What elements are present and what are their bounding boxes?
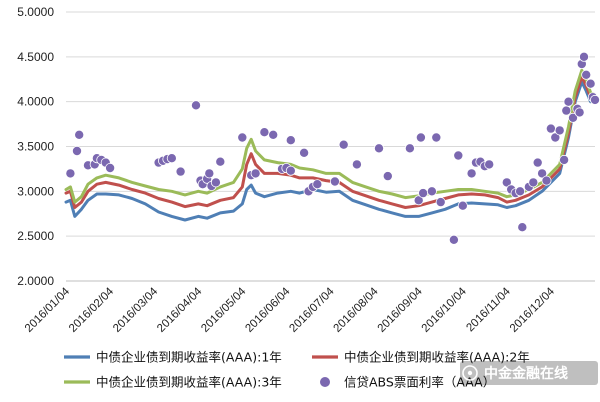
- scatter-point: [537, 168, 548, 179]
- legend-label: 信贷ABS票面利率（AAA）: [344, 375, 495, 390]
- scatter-point: [166, 153, 177, 164]
- scatter-point: [74, 129, 85, 140]
- legend-swatch: [320, 377, 330, 387]
- x-tick-label: 2016/06/04: [243, 285, 293, 335]
- x-tick-label: 2016/08/04: [332, 285, 382, 335]
- x-tick-label: 2016/10/04: [420, 285, 470, 335]
- scatter-point: [457, 200, 468, 211]
- scatter-point: [585, 78, 596, 89]
- watermark-backdrop: [460, 361, 598, 385]
- scatter-point: [532, 157, 543, 168]
- scatter-point: [190, 100, 201, 111]
- legend-label: 中债企业债到期收益率(AAA):2年: [344, 350, 530, 365]
- legend-label: 中债企业债到期收益率(AAA):3年: [96, 375, 282, 390]
- scatter-point: [568, 112, 579, 123]
- scatter-point: [215, 156, 226, 167]
- gridlines: [66, 11, 595, 237]
- scatter-point: [312, 179, 323, 190]
- scatter-point: [541, 175, 552, 186]
- scatter-point: [105, 162, 116, 173]
- y-axis-ticks: 2.0000 2.5000 3.0000 3.5000 4.0000 4.5000 5.00…: [17, 5, 54, 288]
- legend-item-1: 中债企业债到期收益率(AAA):1年: [64, 350, 282, 365]
- scatter-point: [561, 105, 572, 116]
- scatter-point: [517, 222, 528, 233]
- y-tick-label: 4.0000: [17, 95, 54, 109]
- scatter-point: [382, 171, 393, 182]
- scatter-points: [65, 51, 600, 245]
- scatter-point: [404, 143, 415, 154]
- scatter-point: [373, 143, 384, 154]
- scatter-point: [418, 188, 429, 199]
- scatter-point: [338, 139, 349, 150]
- legend: 中债企业债到期收益率(AAA):1年 中债企业债到期收益率(AAA):2年中债企业…: [64, 350, 530, 390]
- scatter-point: [65, 168, 76, 179]
- scatter-point: [550, 132, 561, 143]
- scatter-point: [590, 94, 600, 105]
- scatter-point: [453, 150, 464, 161]
- scatter-point: [484, 159, 495, 170]
- scatter-point: [268, 129, 279, 140]
- scatter-point: [351, 159, 362, 170]
- scatter-point: [204, 168, 215, 179]
- scatter-point: [329, 176, 340, 187]
- y-tick-label: 2.0000: [17, 274, 54, 288]
- y-tick-label: 4.5000: [17, 50, 54, 64]
- scatter-point: [559, 154, 570, 165]
- scatter-point: [426, 186, 437, 197]
- scatter-point: [466, 168, 477, 179]
- x-tick-label: 2016/03/04: [111, 285, 161, 335]
- scatter-point: [501, 177, 512, 188]
- watermark-icon: [462, 365, 478, 381]
- scatter-point: [285, 165, 296, 176]
- scatter-point: [299, 147, 310, 158]
- x-tick-label: 2016/09/04: [376, 285, 426, 335]
- series-line-2: [64, 75, 597, 209]
- x-tick-label: 2016/01/04: [23, 285, 73, 335]
- scatter-point: [574, 107, 585, 118]
- x-tick-label: 2016/04/04: [155, 285, 205, 335]
- series-line-1: [64, 80, 597, 222]
- scatter-point: [415, 132, 426, 143]
- scatter-point: [250, 168, 261, 179]
- scatter-point: [413, 195, 424, 206]
- scatter-point: [210, 177, 221, 188]
- scatter-point: [285, 135, 296, 146]
- legend-item-2: 中债企业债到期收益率(AAA):2年: [312, 350, 530, 365]
- x-tick-label: 2016/05/04: [199, 285, 249, 335]
- scatter-point: [431, 132, 442, 143]
- legend-label: 中债企业债到期收益率(AAA):1年: [96, 350, 282, 365]
- x-axis-ticks: 2016/01/042016/02/042016/03/042016/04/04…: [23, 285, 558, 335]
- scatter-point: [528, 177, 539, 188]
- scatter-point: [175, 166, 186, 177]
- y-tick-label: 3.5000: [17, 140, 54, 154]
- scatter-point: [435, 197, 446, 208]
- scatter-point: [563, 96, 574, 107]
- scatter-point: [515, 186, 526, 197]
- y-tick-label: 3.0000: [17, 184, 54, 198]
- legend-item-4: 信贷ABS票面利率（AAA）: [320, 375, 495, 390]
- x-tick-label: 2016/11/04: [464, 285, 513, 334]
- watermark: 中金金融在线: [460, 361, 598, 385]
- x-tick-label: 2016/02/04: [67, 285, 117, 335]
- y-tick-label: 5.0000: [17, 5, 54, 19]
- scatter-point: [237, 132, 248, 143]
- scatter-point: [448, 234, 459, 245]
- scatter-point: [545, 123, 556, 134]
- watermark-text: 中金金融在线: [484, 365, 568, 382]
- scatter-point: [581, 69, 592, 80]
- scatter-point: [579, 51, 590, 62]
- legend-item-3: 中债企业债到期收益率(AAA):3年: [64, 375, 282, 390]
- scatter-point: [554, 125, 565, 136]
- x-tick-label: 2016/12/04: [508, 285, 558, 335]
- y-tick-label: 2.5000: [17, 229, 54, 243]
- scatter-point: [72, 145, 83, 156]
- scatter-point: [259, 127, 270, 138]
- x-tick-label: 2016/07/04: [287, 285, 337, 335]
